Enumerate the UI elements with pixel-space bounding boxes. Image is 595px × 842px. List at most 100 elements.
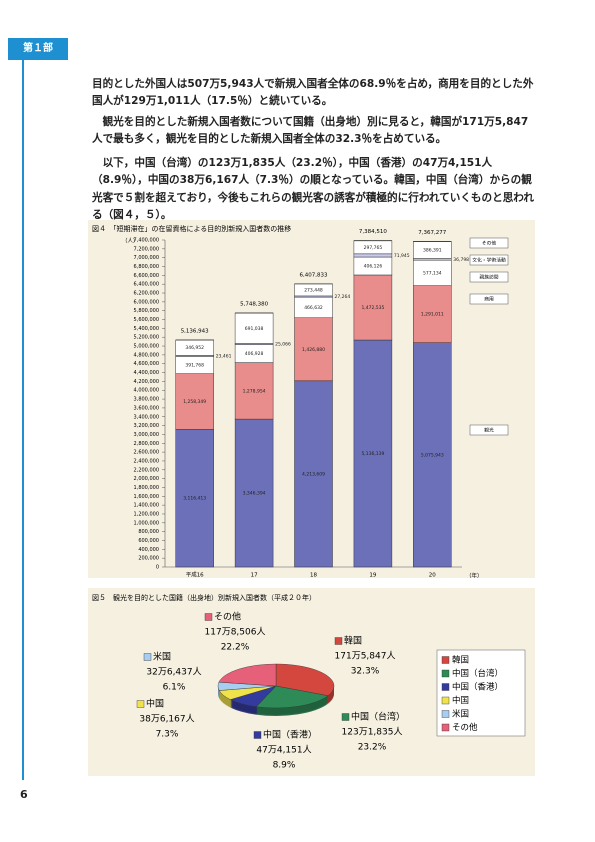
label-swatch — [204, 613, 213, 621]
y-tick-label: 3,600,000 — [134, 405, 159, 411]
amount-label: 171万5,847人 — [335, 651, 396, 662]
bar-segment — [294, 317, 333, 382]
legend-box — [469, 254, 509, 266]
y-tick-label: 2,200,000 — [134, 467, 159, 473]
data-label: 273,448 — [304, 287, 323, 293]
slice-name: 米国 — [153, 651, 171, 663]
legend-swatch — [441, 696, 450, 705]
y-tick-label: 2,600,000 — [134, 450, 159, 456]
data-label: 691,038 — [245, 326, 264, 332]
y-tick-label: 0 — [156, 565, 159, 571]
bar-segment — [175, 373, 214, 430]
data-label: 1,278,954 — [243, 388, 266, 394]
x-tick-label: 20 — [429, 573, 436, 579]
legend-label: 中国 — [452, 695, 469, 706]
y-tick-label: 3,000,000 — [134, 432, 159, 438]
legend-swatch — [441, 723, 450, 732]
legend-label: 観光 — [484, 427, 494, 434]
data-label: 3,116,413 — [183, 496, 206, 502]
data-label: 297,765 — [364, 245, 383, 251]
bar-segment — [353, 253, 393, 258]
y-tick-label: 6,200,000 — [134, 291, 159, 297]
slice-name: 中国 — [146, 698, 164, 710]
label-swatch — [143, 653, 152, 661]
percent-label: 6.1% — [163, 683, 186, 693]
legend-label: その他 — [482, 240, 497, 247]
y-tick-label: 7,000,000 — [134, 255, 159, 261]
pie-slice — [255, 685, 329, 709]
y-tick-label: 2,000,000 — [134, 476, 159, 482]
y-tick-label: 6,000,000 — [134, 299, 159, 305]
slice-name: 中国（台湾） — [351, 711, 405, 723]
amount-label: 47万4,151人 — [256, 745, 311, 756]
percent-label: 22.2% — [221, 643, 250, 653]
data-label: 406,126 — [364, 263, 383, 269]
data-label: 386,391 — [423, 247, 442, 253]
x-tick-label: 平成16 — [186, 571, 204, 579]
data-label: 466,632 — [304, 305, 323, 311]
slice-name: 韓国 — [344, 636, 362, 647]
data-label: 27,264 — [335, 294, 351, 300]
x-tick-label: 19 — [369, 573, 376, 579]
data-label: 4,213,609 — [302, 471, 325, 477]
paragraph: 目的とした外国人は507万5,943人で新規入国者全体の68.9％を占め，商用を… — [92, 78, 534, 108]
bar-segment — [413, 259, 452, 286]
total-label: 5,748,380 — [240, 301, 268, 307]
total-label: 6,407,833 — [300, 272, 328, 278]
legend-box — [469, 424, 509, 436]
bar-segment — [353, 274, 393, 341]
bar-segment — [234, 362, 274, 420]
y-tick-label: 2,400,000 — [134, 458, 159, 464]
legend-label: 商用 — [484, 296, 494, 303]
x-tick-label: 17 — [251, 573, 258, 579]
legend-swatch — [441, 669, 450, 678]
paragraph: 観光を目的とした新規入国者数について国籍（出身地）別に見ると，韓国が171万5,… — [92, 116, 529, 146]
total-label: 7,367,277 — [418, 230, 446, 236]
amount-label: 123万1,835人 — [342, 727, 403, 738]
legend-box — [469, 293, 509, 305]
bar-segment — [413, 342, 452, 568]
side-rule — [22, 60, 24, 780]
data-label: 5,075,943 — [421, 452, 444, 458]
y-tick-label: 4,800,000 — [134, 352, 159, 358]
label-swatch — [341, 713, 350, 721]
legend-label: 米国 — [452, 709, 469, 720]
data-label: 346,952 — [185, 345, 204, 351]
y-axis-label: （人） — [122, 238, 139, 245]
data-label: 391,768 — [185, 363, 204, 369]
label-swatch — [334, 637, 343, 645]
percent-label: 32.3% — [351, 667, 380, 677]
y-tick-label: 4,400,000 — [134, 370, 159, 376]
y-tick-label: 4,000,000 — [134, 388, 159, 394]
amount-label: 38万6,167人 — [139, 714, 194, 725]
legend-label: 親族訪問 — [479, 274, 498, 281]
data-label: 36,798 — [453, 257, 469, 263]
bar-segment — [234, 312, 274, 344]
legend-swatch — [441, 710, 450, 718]
y-tick-label: 6,800,000 — [134, 264, 159, 270]
y-tick-label: 5,600,000 — [134, 317, 159, 323]
paragraph: 以下，中国（台湾）の123万1,835人（23.2％），中国（香港）の47万4,… — [92, 157, 534, 222]
legend-swatch — [441, 683, 450, 691]
amount-label: 117万8,506人 — [205, 627, 266, 638]
y-tick-label: 3,800,000 — [134, 397, 159, 403]
total-label: 5,136,943 — [181, 329, 209, 335]
y-tick-label: 1,800,000 — [134, 485, 159, 491]
slice-name: 中国（香港） — [263, 729, 317, 741]
legend-label: 中国（台湾） — [452, 668, 503, 679]
bar-segment — [175, 429, 214, 568]
legend-frame — [436, 649, 526, 737]
percent-label: 23.2% — [358, 743, 387, 753]
data-label: 25,066 — [275, 342, 291, 348]
slice-name: その他 — [214, 611, 241, 623]
legend-swatch — [441, 656, 450, 664]
y-tick-label: 600,000 — [138, 538, 159, 544]
legend-box — [469, 271, 509, 283]
data-label: 3,346,394 — [243, 491, 266, 497]
legend-label: その他 — [452, 722, 478, 733]
figure-title: 図４ 「短期滞在」の在留資格による目的別新規入国者数の推移 — [92, 224, 291, 233]
figure-title: 図５ 観光を目的とした国籍（出身地）別新規入国者数（平成２０年） — [92, 593, 316, 602]
y-tick-label: 7,400,000 — [134, 238, 159, 244]
part-label: 第１部 — [8, 38, 68, 60]
